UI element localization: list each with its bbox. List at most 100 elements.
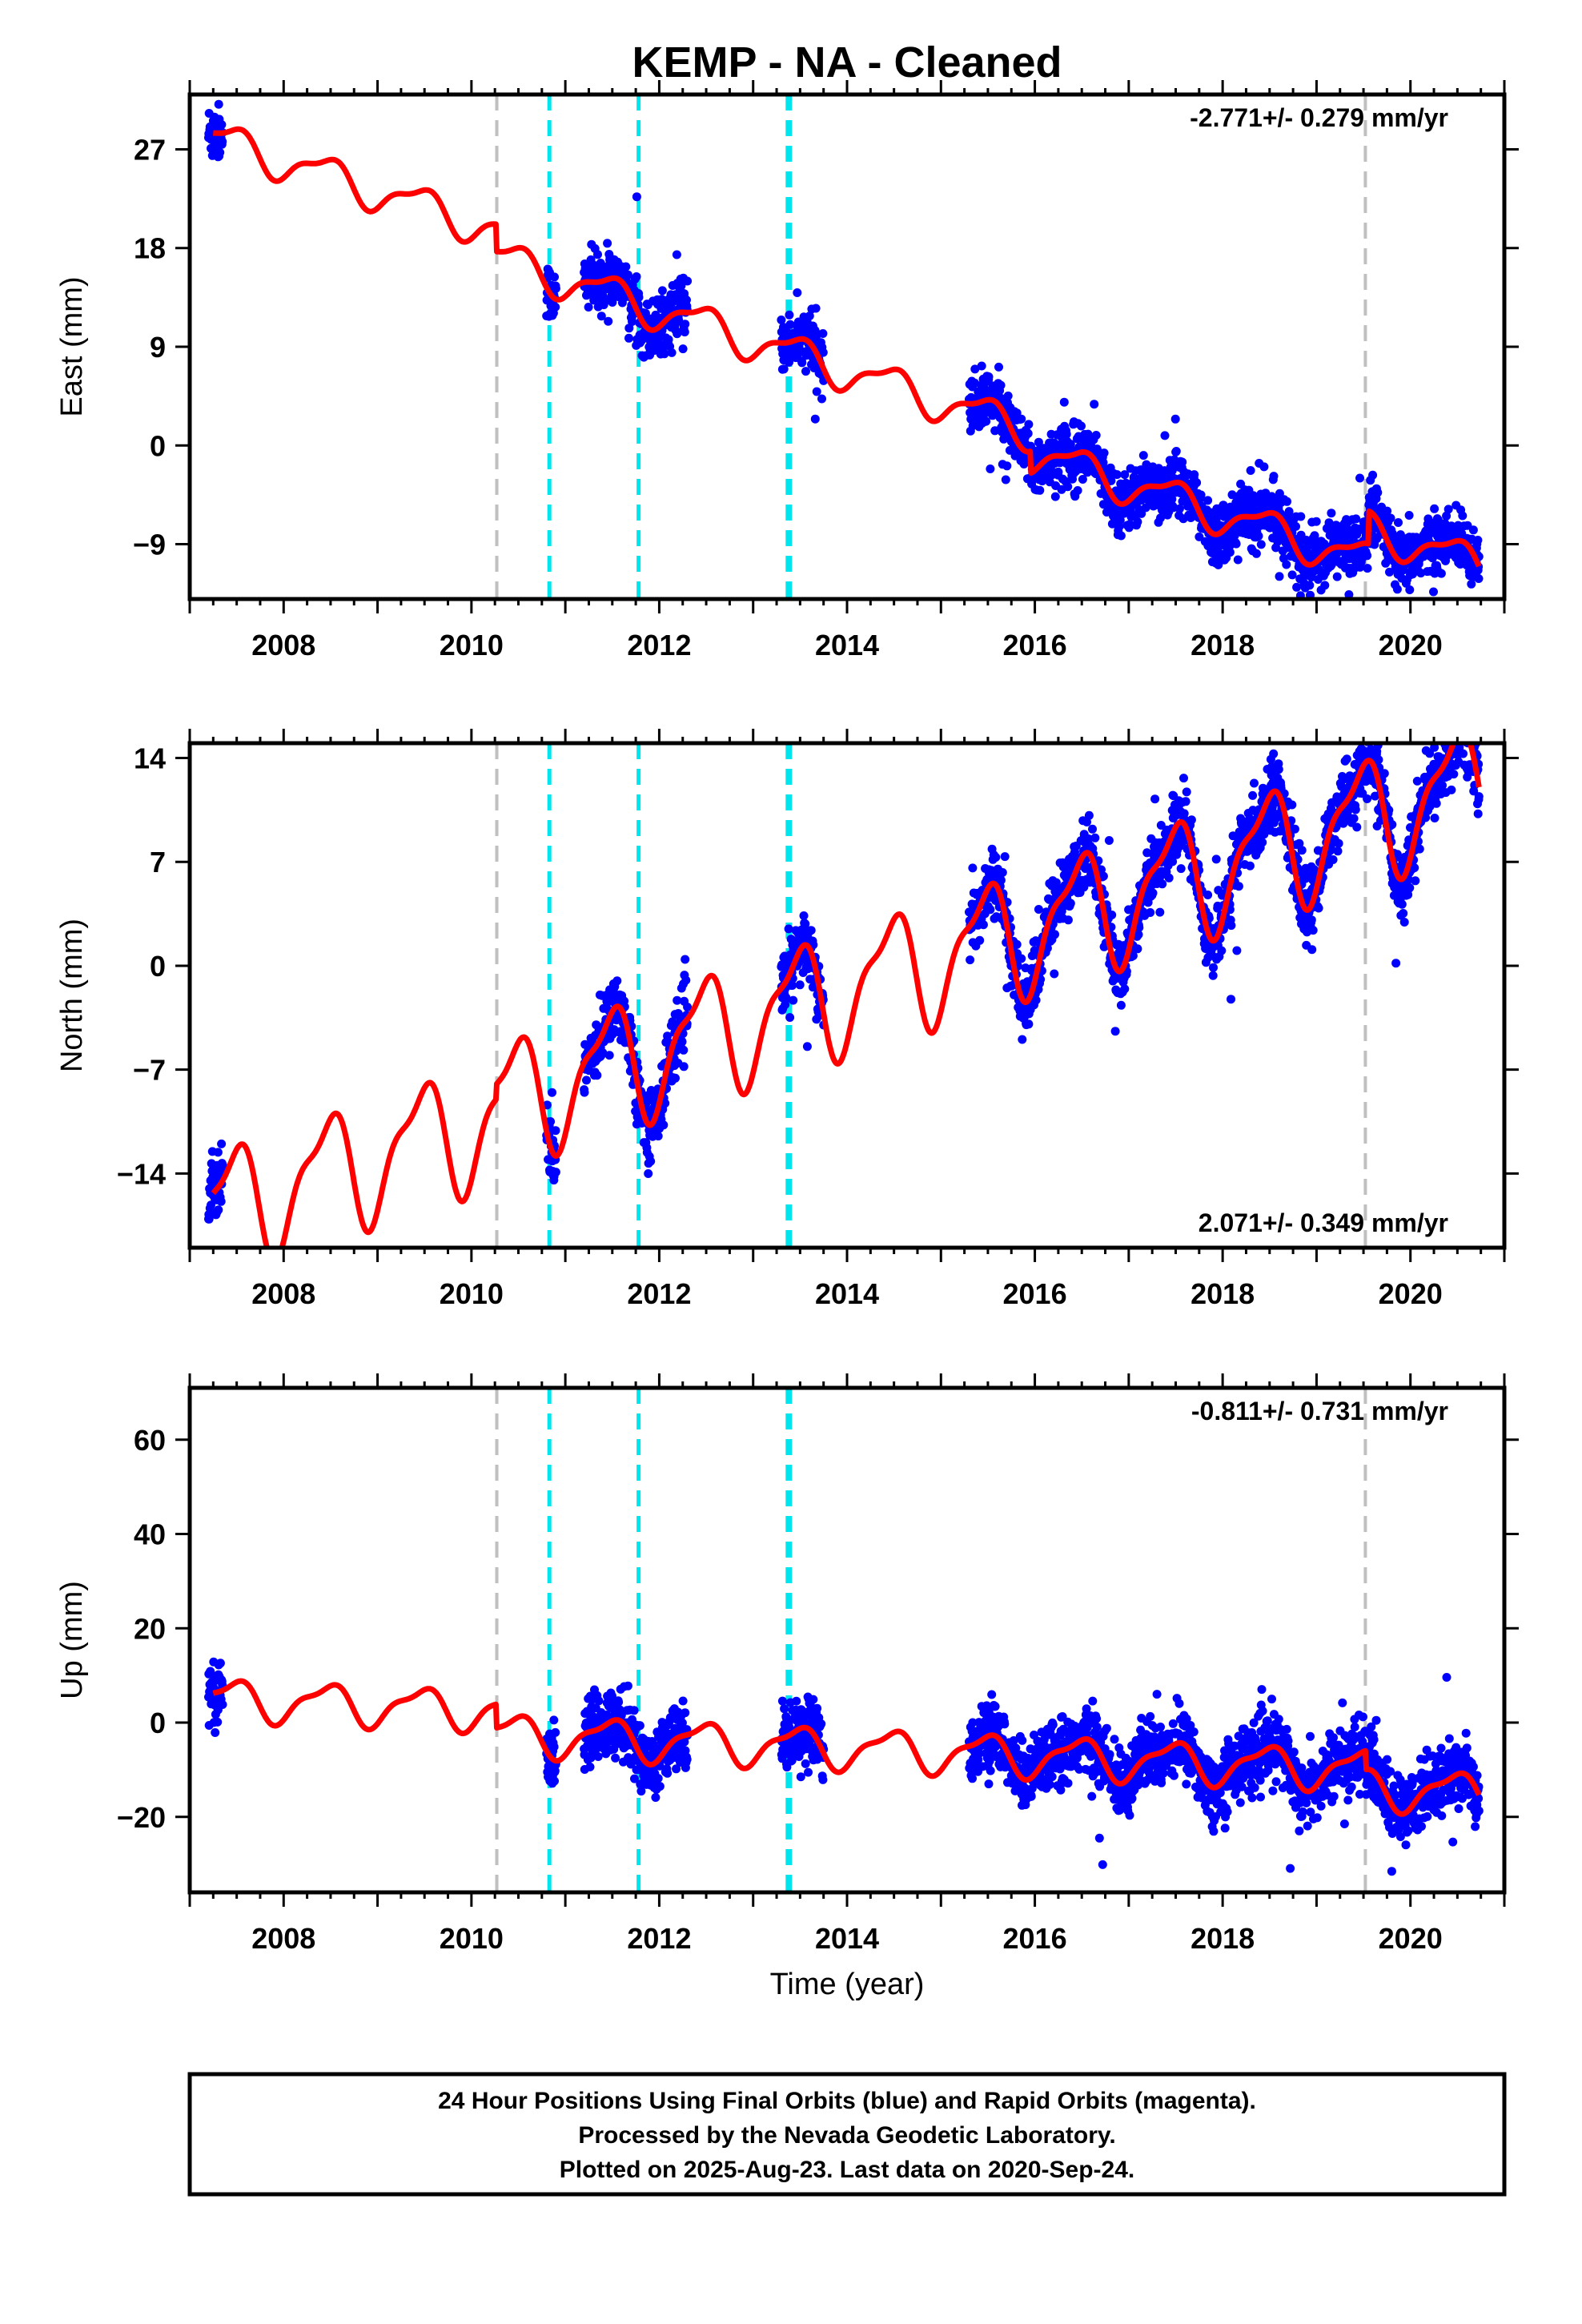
data-point — [1349, 814, 1359, 823]
data-point — [1352, 822, 1362, 832]
data-point — [659, 1120, 669, 1130]
data-point — [1467, 579, 1476, 589]
data-point — [1150, 794, 1160, 804]
data-point — [1179, 809, 1189, 818]
data-point — [632, 192, 641, 202]
data-point — [785, 310, 794, 320]
data-point — [1305, 581, 1315, 590]
data-point — [603, 239, 612, 248]
data-point — [1251, 549, 1261, 558]
data-point — [793, 288, 802, 297]
data-point — [1448, 710, 1457, 718]
data-point — [1437, 614, 1446, 623]
data-point — [970, 364, 980, 374]
data-point — [1368, 470, 1378, 480]
data-point — [1031, 995, 1041, 1005]
data-point — [1459, 749, 1468, 758]
data-point — [1062, 429, 1071, 439]
data-point — [966, 955, 975, 965]
data-point — [592, 1071, 602, 1080]
data-point — [1059, 397, 1069, 407]
plot-area — [204, 94, 1484, 623]
data-point — [1455, 704, 1464, 713]
data-point — [1468, 727, 1477, 736]
x-tick-label: 2012 — [627, 629, 691, 661]
data-point — [1275, 572, 1284, 581]
data-point — [801, 367, 810, 376]
data-point — [1444, 731, 1453, 740]
data-point — [818, 348, 828, 357]
data-point — [1167, 494, 1177, 504]
data-point — [1231, 539, 1241, 549]
data-point — [1258, 838, 1267, 847]
data-point — [1457, 723, 1466, 732]
data-point — [218, 137, 227, 147]
data-point — [788, 981, 797, 990]
x-tick-label: 2012 — [627, 1277, 691, 1310]
data-point — [1170, 414, 1180, 424]
data-point — [593, 250, 602, 259]
data-point — [604, 316, 613, 326]
data-point — [548, 1088, 556, 1097]
x-tick-label: 2010 — [440, 629, 504, 661]
data-point — [1259, 462, 1269, 472]
data-point — [1250, 778, 1259, 788]
data-point — [661, 1099, 670, 1108]
data-point — [1190, 470, 1199, 480]
data-point — [1116, 1000, 1126, 1010]
data-point — [1465, 729, 1474, 738]
data-point — [1430, 504, 1439, 513]
data-point — [211, 1728, 220, 1737]
data-point — [215, 147, 225, 157]
data-point — [1404, 511, 1414, 520]
data-point — [1110, 1027, 1120, 1036]
data-point — [1373, 488, 1383, 497]
data-point — [1468, 525, 1478, 535]
data-point — [1462, 708, 1471, 717]
data-point — [1254, 531, 1263, 541]
data-point — [1466, 722, 1475, 731]
y-axis-label: North (mm) — [55, 919, 89, 1072]
data-point — [810, 414, 820, 424]
data-point — [1439, 720, 1448, 729]
y-axis-label: East (mm) — [55, 276, 89, 416]
data-point — [1287, 800, 1297, 810]
data-point — [1196, 490, 1206, 500]
data-point — [1090, 833, 1100, 842]
data-point — [632, 272, 641, 281]
data-point — [802, 1042, 812, 1051]
data-point — [1474, 792, 1484, 802]
data-point — [1063, 915, 1073, 925]
data-point — [681, 955, 690, 964]
data-point — [1290, 824, 1299, 834]
data-point — [550, 272, 559, 282]
data-point — [1174, 504, 1184, 513]
data-point — [1292, 582, 1302, 592]
x-tick-label: 2014 — [815, 629, 879, 661]
data-point — [1458, 511, 1468, 521]
data-point — [795, 980, 805, 990]
data-point — [1344, 590, 1354, 599]
y-tick-label: 7 — [150, 846, 166, 879]
data-point — [1447, 785, 1456, 794]
data-point — [1459, 714, 1468, 722]
data-point — [1314, 903, 1323, 913]
data-point — [1448, 716, 1457, 725]
chart-title: KEMP - NA - Cleaned — [632, 38, 1062, 86]
data-point — [1328, 855, 1338, 864]
data-point — [1248, 790, 1258, 800]
data-point — [1385, 567, 1394, 577]
data-point — [1453, 724, 1462, 733]
data-point — [683, 1003, 693, 1011]
data-point — [1269, 749, 1279, 758]
data-point — [1342, 754, 1351, 764]
data-point — [1182, 787, 1191, 797]
data-point — [1034, 905, 1043, 914]
data-point — [1003, 391, 1013, 400]
data-point — [1078, 475, 1087, 484]
data-point — [1084, 810, 1094, 820]
data-point — [1233, 555, 1243, 565]
data-point — [1308, 926, 1318, 935]
y-tick-label: 14 — [134, 742, 166, 775]
data-point — [1269, 472, 1279, 481]
